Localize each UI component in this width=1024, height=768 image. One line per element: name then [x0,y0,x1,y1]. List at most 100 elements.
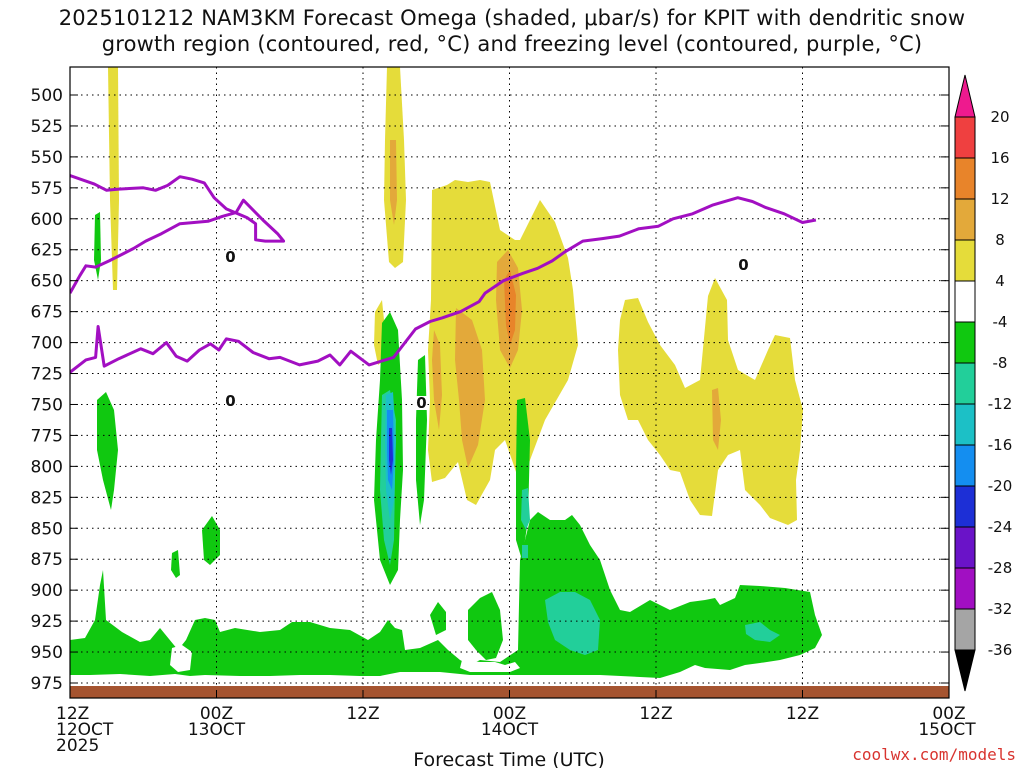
y-tick-label-600: 600 [31,210,63,230]
colorbar-label-4: 4 [995,272,1005,290]
omega-region-orange-5 [712,388,721,450]
x-tick-label-36-1: 00Z [493,704,526,724]
colorbar-max-arrow [954,74,976,118]
chart-title-line-2: growth region (contoured, red, °C) and f… [101,32,923,56]
freezing-level-label-2: 0 [225,392,235,410]
colorbar-label-3: 8 [995,231,1005,249]
colorbar-min-arrow [954,649,976,692]
omega-region-orange-1 [390,140,397,225]
y-tick-label-875: 875 [31,550,63,570]
freezing-level-label-3: 0 [416,394,426,412]
x-tick-label-12-2: 13OCT [188,720,246,740]
chart-title-line-1: 2025101212 NAM3KM Forecast Omega (shaded… [58,6,966,30]
colorbar-swatch-12 [954,608,976,651]
omega-region-green-2 [97,392,118,510]
omega-region-green-6 [416,355,427,525]
colorbar-label-13: -36 [988,641,1013,659]
y-tick-label-800: 800 [31,457,63,477]
colorbar-label-11: -28 [988,559,1013,577]
omega-region-green-3 [171,550,180,578]
colorbar: 20 16 12 8 4 -4 -8 -12 -16 -20 -24 -28 -32 -36 [954,74,1013,692]
y-tick-label-700: 700 [31,334,63,354]
colorbar-swatch-1 [954,157,976,200]
y-tick-label-775: 775 [31,426,63,446]
omega-region-yellow-1 [108,67,119,290]
omega-region-dark-orange [504,270,516,345]
y-tick-label-925: 925 [31,612,63,632]
colorbar-label-1: 16 [990,149,1009,167]
colorbar-label-6: -8 [993,354,1008,372]
omega-region-green-band [70,512,822,678]
x-tick-label-48-1: 12Z [639,704,672,724]
omega-region-orange-3 [432,330,442,430]
colorbar-label-12: -32 [988,600,1013,618]
freezing-level-label-1: 0 [225,248,235,266]
x-tick-label-0-2: 12OCT [56,720,114,740]
x-tick-label-60-1: 12Z [786,704,819,724]
omega-region-teal-3 [521,488,530,530]
freezing-level-contours [70,174,817,374]
colorbar-swatch-8 [954,444,976,487]
omega-region-green-blob-2 [430,602,446,635]
freezing-level-upper-line [70,174,286,294]
y-tick-label-500: 500 [31,86,63,106]
freezing-level-label-4: 0 [738,256,748,274]
colorbar-label-2: 12 [990,190,1009,208]
y-tick-label-650: 650 [31,272,63,292]
freezing-level-lower-line [70,196,817,374]
colorbar-label-10: -24 [988,518,1013,536]
colorbar-swatch-2 [954,198,976,241]
omega-region-green-1 [94,212,101,280]
x-tick-label-12-1: 00Z [200,704,233,724]
x-tick-label-0-1: 12Z [56,704,89,724]
y-tick-label-675: 675 [31,303,63,323]
x-axis-label: Forecast Time (UTC) [413,749,604,768]
omega-region-teal-5 [522,545,528,558]
colorbar-label-8: -16 [988,436,1013,454]
colorbar-swatch-7 [954,403,976,446]
colorbar-swatch-4 [954,280,976,323]
x-tick-label-end-1: 00Z [932,704,965,724]
omega-region-teal-1 [545,592,600,655]
omega-region-yellow-right [618,278,803,525]
y-tick-label-850: 850 [31,519,63,539]
omega-region-white-gap-2 [460,660,520,672]
omega-region-green-4 [202,516,220,565]
x-tick-label-24-1: 12Z [346,704,379,724]
y-tick-label-750: 750 [31,395,63,415]
colorbar-swatch-9 [954,485,976,528]
y-tick-label-625: 625 [31,241,63,261]
colorbar-swatch-11 [954,567,976,610]
colorbar-label-7: -12 [988,395,1013,413]
x-tick-label-0-3: 2025 [56,736,99,756]
x-tick-label-end-2: 15OCT [918,720,976,740]
omega-shading [70,67,822,678]
colorbar-swatch-5 [954,321,976,364]
y-tick-label-575: 575 [31,179,63,199]
grid-lines [70,67,949,698]
y-tick-label-975: 975 [31,674,63,694]
colorbar-swatch-3 [954,239,976,282]
credit-text: coolwx.com/models [852,745,1016,764]
colorbar-swatch-10 [954,526,976,569]
y-tick-label-825: 825 [31,488,63,508]
omega-region-orange-2 [455,308,485,468]
colorbar-label-0: 20 [990,108,1009,126]
pressure-axis: 500 525 550 575 600 625 650 675 700 725 750 775 800 8… [31,86,949,694]
omega-region-green-blob-1 [468,592,503,660]
colorbar-label-5: -4 [993,313,1008,331]
colorbar-swatch-0 [954,116,976,159]
colorbar-swatch-6 [954,362,976,405]
x-tick-label-36-2: 14OCT [481,720,539,740]
colorbar-label-9: -20 [988,477,1013,495]
y-tick-label-950: 950 [31,643,63,663]
y-tick-label-550: 550 [31,148,63,168]
y-tick-label-525: 525 [31,117,63,137]
freezing-level-labels: 0 0 0 0 [225,248,749,412]
y-tick-label-900: 900 [31,581,63,601]
omega-region-dark-blue [389,428,393,475]
omega-region-teal-2 [745,622,780,642]
y-tick-label-725: 725 [31,365,63,385]
